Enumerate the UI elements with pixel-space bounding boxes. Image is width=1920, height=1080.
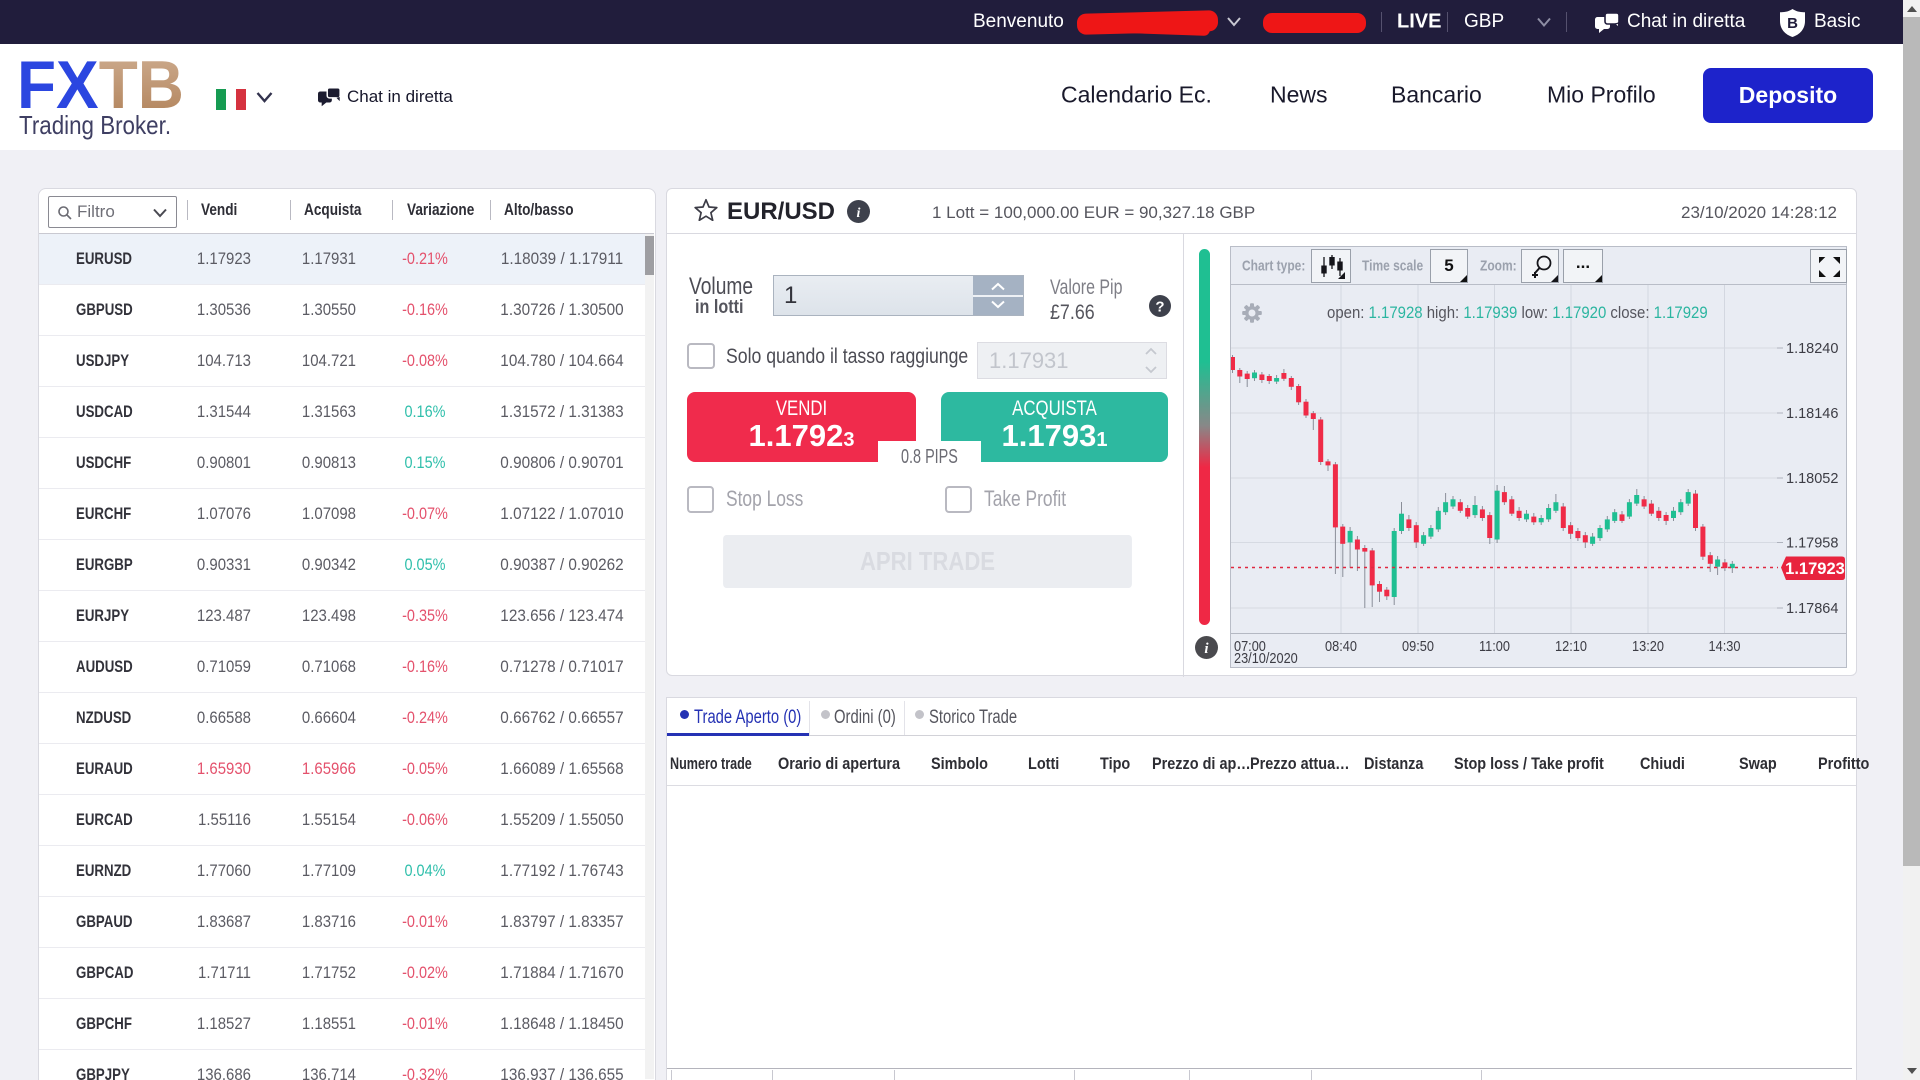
svg-text:B: B (1787, 15, 1798, 32)
svg-text:13:20: 13:20 (1632, 637, 1664, 654)
svg-text:1.17864: 1.17864 (1786, 601, 1838, 617)
svg-text:1.18052: 1.18052 (1786, 471, 1838, 487)
svg-text:23/10/2020: 23/10/2020 (1234, 649, 1298, 666)
svg-text:open: 1.17928 high: 1.17939 lo: open: 1.17928 high: 1.17939 low: 1.17920… (1327, 304, 1708, 322)
svg-text:07:00: 07:00 (1234, 637, 1266, 654)
svg-text:1.17958: 1.17958 (1786, 536, 1838, 552)
svg-text:08:40: 08:40 (1325, 637, 1357, 654)
svg-text:11:00: 11:00 (1479, 637, 1510, 654)
svg-text:i: i (1204, 641, 1209, 657)
svg-text:09:50: 09:50 (1402, 637, 1434, 654)
svg-text:1.18146: 1.18146 (1786, 406, 1838, 422)
svg-text:?: ? (1155, 299, 1164, 316)
svg-text:14:30: 14:30 (1709, 637, 1741, 654)
svg-text:1.18240: 1.18240 (1786, 341, 1838, 357)
svg-text:1.17923: 1.17923 (1785, 560, 1845, 578)
svg-text:i: i (857, 206, 861, 221)
svg-text:12:10: 12:10 (1555, 637, 1587, 654)
